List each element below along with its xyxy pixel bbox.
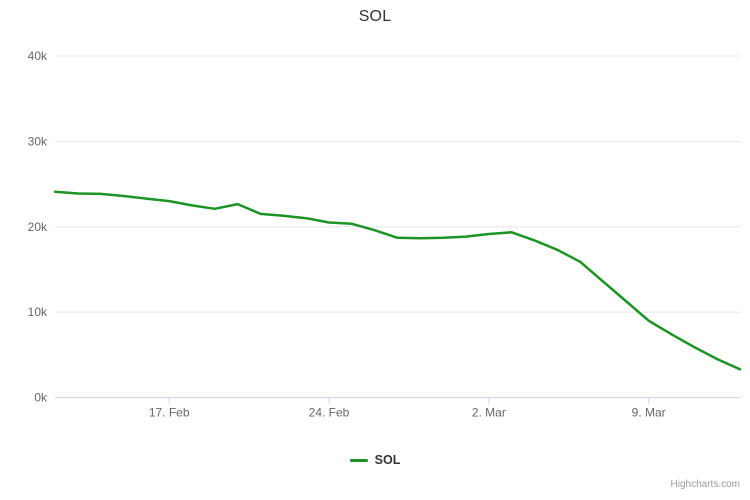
y-axis-tick-label: 40k [28,49,48,63]
x-axis-tick-label: 9. Mar [632,406,666,420]
highcharts-credits-link[interactable]: Highcharts.com [670,479,740,490]
x-axis-tick-label: 2. Mar [472,406,506,420]
y-axis-tick-label: 30k [28,134,48,148]
x-axis-tick-label: 24. Feb [309,406,350,420]
y-gridlines [55,55,740,398]
y-axis-tick-label: 0k [34,391,48,405]
legend-label: SOL [374,453,401,467]
x-axis-tick-label: 17. Feb [149,406,190,420]
legend-line-swatch [349,458,368,462]
y-axis-labels: 0k 10k 20k 30k 40k [28,49,48,405]
chart-title: SOL [358,8,392,25]
y-axis-tick-label: 10k [28,305,48,319]
y-axis-tick-label: 20k [28,220,48,234]
legend-item-sol[interactable]: SOL [0,453,750,467]
x-axis-labels: 17. Feb 24. Feb 2. Mar 9. Mar [149,397,666,420]
sol-series-line[interactable] [53,190,742,371]
